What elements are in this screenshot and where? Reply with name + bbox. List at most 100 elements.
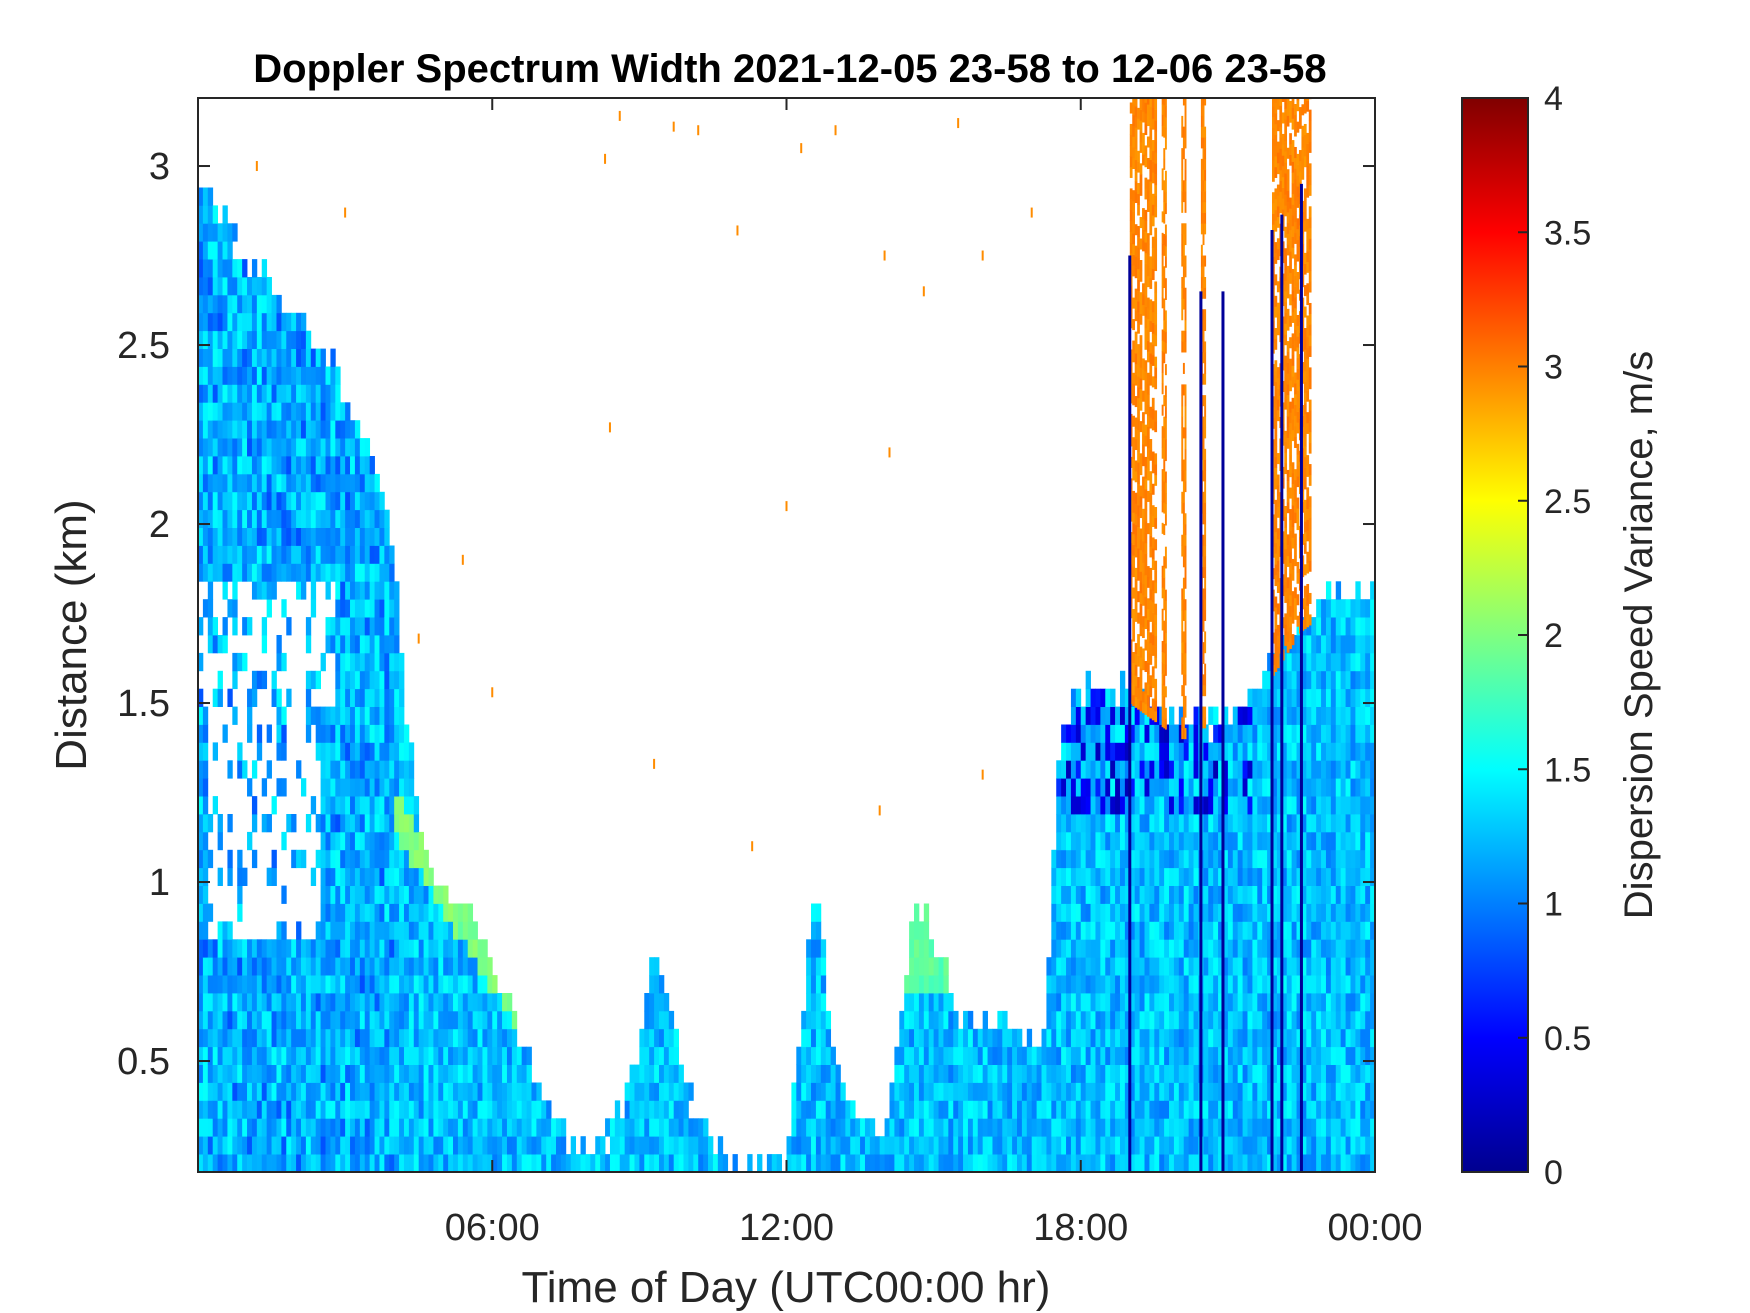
heatmap-cell <box>418 957 424 976</box>
high-variance-band <box>1144 123 1148 135</box>
heatmap-cell <box>904 1118 910 1137</box>
heatmap-cell <box>330 635 336 654</box>
heatmap-cell <box>1110 1064 1116 1083</box>
heatmap-cell <box>1247 1028 1253 1048</box>
heatmap-cell <box>1227 1136 1234 1155</box>
heatmap-cell <box>1340 706 1346 725</box>
heatmap-cell <box>472 975 478 994</box>
heatmap-cell <box>1311 993 1317 1012</box>
heatmap-cell <box>1183 939 1190 958</box>
heatmap-cell <box>992 1100 998 1119</box>
heatmap-cell <box>1291 849 1297 869</box>
heatmap-cell <box>1272 1118 1278 1137</box>
high-variance-band <box>1142 422 1145 434</box>
heatmap-cell <box>1061 1154 1067 1172</box>
heatmap-cell <box>222 420 228 439</box>
heatmap-cell <box>1056 903 1062 922</box>
heatmap-cell <box>1134 849 1140 869</box>
heatmap-cell <box>325 760 331 779</box>
high-variance-band <box>1163 556 1166 568</box>
heatmap-cell <box>256 957 263 976</box>
heatmap-cell <box>232 438 238 457</box>
high-variance-band <box>1134 514 1138 526</box>
heatmap-cell <box>1144 957 1150 976</box>
heatmap-cell <box>791 1100 797 1119</box>
heatmap-cell <box>217 259 223 278</box>
high-variance-band <box>1142 283 1145 295</box>
heatmap-cell <box>1144 1154 1150 1172</box>
heatmap-cell <box>251 473 258 493</box>
heatmap-cell <box>266 1100 272 1119</box>
heatmap-cell <box>212 509 219 528</box>
heatmap-cell <box>1134 885 1140 904</box>
high-variance-band <box>1129 134 1133 146</box>
heatmap-cell <box>354 867 361 886</box>
high-variance-band <box>1144 252 1148 264</box>
heatmap-cell <box>1321 796 1327 815</box>
heatmap-cell <box>1115 814 1121 833</box>
heatmap-cell <box>1325 1136 1332 1155</box>
heatmap-cell <box>369 617 375 636</box>
heatmap-cell <box>413 957 420 976</box>
heatmap-cell <box>232 456 238 475</box>
heatmap-cell <box>918 975 925 994</box>
heatmap-cell <box>1276 814 1283 833</box>
heatmap-cell <box>335 760 341 779</box>
heatmap-cell <box>286 814 292 833</box>
heatmap-cell <box>320 1064 326 1083</box>
heatmap-cell <box>1041 1100 1047 1119</box>
heatmap-cell <box>1355 617 1361 636</box>
heatmap-cell <box>335 545 341 564</box>
heatmap-cell <box>1159 957 1165 976</box>
heatmap-cell <box>281 348 287 367</box>
heatmap-cell <box>815 903 822 922</box>
heatmap-cell <box>271 1046 277 1065</box>
heatmap-cell <box>1095 1154 1101 1172</box>
heatmap-cell <box>291 384 297 403</box>
heatmap-cell <box>1325 581 1332 600</box>
heatmap-cell <box>1105 993 1111 1012</box>
heatmap-cell <box>1119 688 1126 707</box>
heatmap-cell <box>899 1046 905 1065</box>
heatmap-cell <box>207 957 214 976</box>
heatmap-cell <box>1222 831 1229 851</box>
high-variance-band <box>1161 522 1164 534</box>
heatmap-cell <box>1355 1028 1361 1048</box>
heatmap-cell <box>305 1064 312 1083</box>
heatmap-cell <box>1276 1100 1283 1119</box>
heatmap-cell <box>212 277 219 296</box>
heatmap-cell <box>806 1046 812 1065</box>
heatmap-cell <box>433 1046 439 1065</box>
heatmap-cell <box>1321 1154 1327 1172</box>
heatmap-cell <box>389 635 395 654</box>
heatmap-cell <box>227 921 233 940</box>
heatmap-cell <box>1218 1100 1224 1119</box>
heatmap-cell <box>1139 724 1145 743</box>
heatmap-cell <box>1188 1028 1194 1048</box>
heatmap-cell <box>511 1064 518 1083</box>
heatmap-cell <box>1100 903 1106 922</box>
heatmap-cell <box>1213 903 1219 922</box>
heatmap-cell <box>1173 1118 1180 1137</box>
heatmap-cell <box>438 903 444 922</box>
heatmap-cell <box>237 456 243 475</box>
heatmap-cell <box>551 1118 557 1137</box>
heatmap-cell <box>462 939 469 958</box>
heatmap-cell <box>222 1118 228 1137</box>
heatmap-cell <box>340 760 346 779</box>
heatmap-cell <box>1061 742 1067 761</box>
heatmap-cell <box>1119 885 1126 904</box>
heatmap-cell <box>247 491 253 511</box>
heatmap-cell <box>1100 1046 1106 1065</box>
heatmap-cell <box>369 1136 375 1155</box>
heatmap-cell <box>536 1100 542 1119</box>
heatmap-cell <box>1075 814 1082 833</box>
heatmap-cell <box>1330 1082 1337 1101</box>
heatmap-cell <box>222 384 228 403</box>
heatmap-cell <box>1119 1118 1126 1137</box>
heatmap-cell <box>266 1136 272 1155</box>
heatmap-cell <box>1222 1028 1229 1048</box>
heatmap-cell <box>389 724 395 743</box>
heatmap-cell <box>364 814 371 833</box>
heatmap-cell <box>683 1136 689 1155</box>
